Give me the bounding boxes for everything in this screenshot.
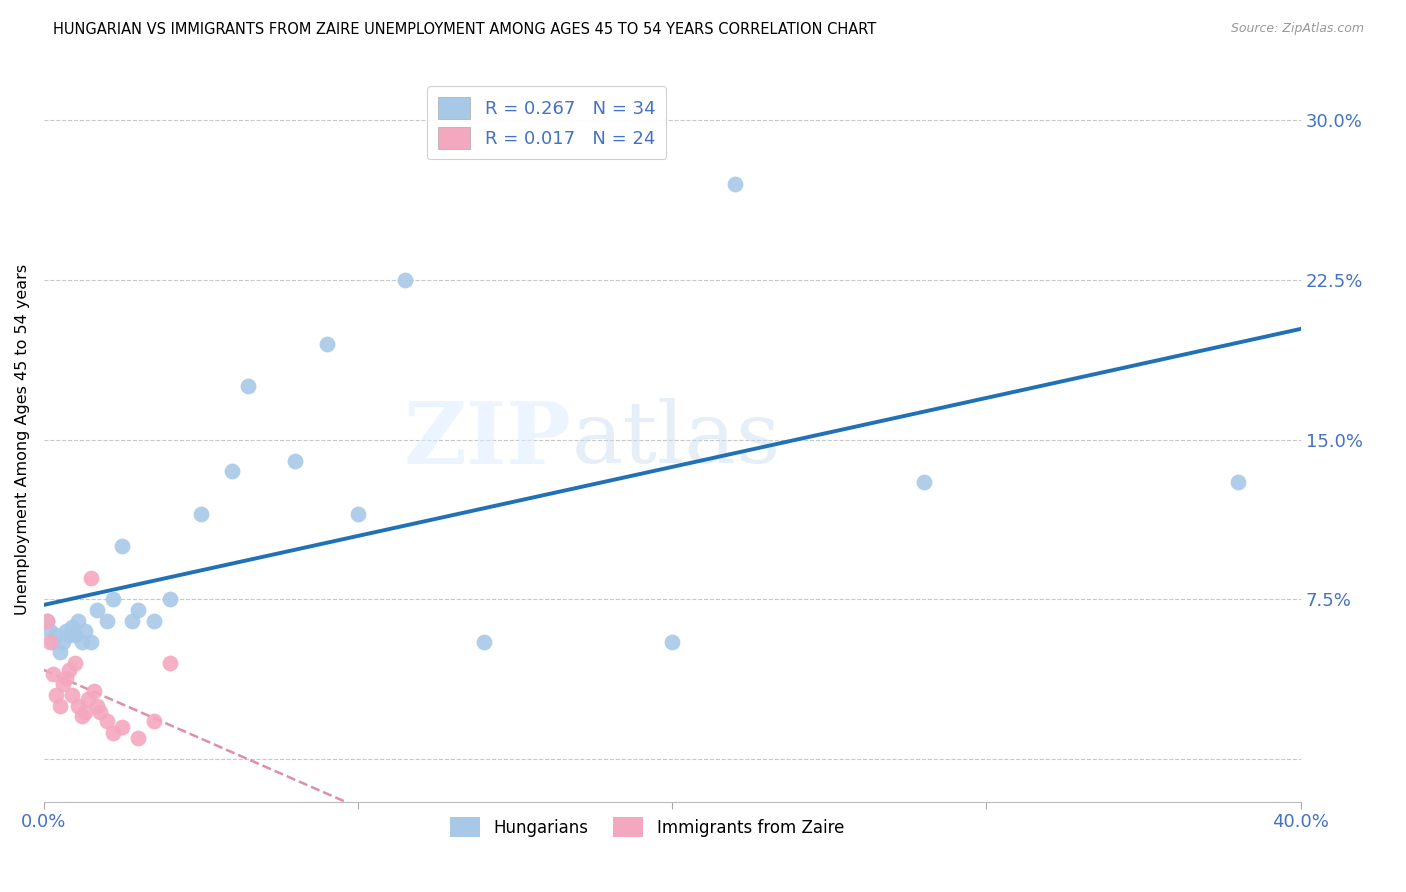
Point [89, 705, 111, 719]
Point [80, 571, 103, 585]
Point [35, 614, 58, 628]
Point [39, 635, 62, 649]
Point [96, 614, 118, 628]
Point [1226, 475, 1249, 489]
Point [73, 624, 96, 639]
Point [70, 709, 93, 723]
Point [315, 336, 337, 351]
Point [42, 666, 65, 681]
Point [58, 628, 80, 642]
Point [45, 628, 67, 642]
Point [190, 507, 212, 521]
Point [60, 620, 83, 634]
Point [35, 614, 58, 628]
Point [67, 614, 90, 628]
Point [65, 656, 87, 670]
Point [83, 683, 105, 698]
Point [58, 663, 80, 677]
Text: atlas: atlas [572, 398, 780, 481]
Point [159, 592, 181, 607]
Point [42, 635, 65, 649]
Point [661, 635, 683, 649]
Point [52, 635, 75, 649]
Point [127, 603, 149, 617]
Point [912, 475, 935, 489]
Point [221, 465, 243, 479]
Point [121, 614, 143, 628]
Text: HUNGARIAN VS IMMIGRANTS FROM ZAIRE UNEMPLOYMENT AMONG AGES 45 TO 54 YEARS CORREL: HUNGARIAN VS IMMIGRANTS FROM ZAIRE UNEMP… [53, 22, 877, 37]
Point [159, 656, 181, 670]
Point [77, 692, 100, 706]
Text: Source: ZipAtlas.com: Source: ZipAtlas.com [1230, 22, 1364, 36]
Point [347, 507, 370, 521]
Point [73, 705, 96, 719]
Point [52, 677, 75, 691]
Point [111, 539, 134, 553]
Point [55, 671, 77, 685]
Point [39, 624, 62, 639]
Point [60, 688, 83, 702]
Point [142, 714, 165, 728]
Point [48, 698, 70, 713]
Point [80, 635, 103, 649]
Point [86, 603, 108, 617]
Point [101, 726, 124, 740]
Point [394, 273, 416, 287]
Point [96, 714, 118, 728]
Point [472, 635, 495, 649]
Point [111, 720, 134, 734]
Point [67, 698, 90, 713]
Point [101, 592, 124, 607]
Point [70, 635, 93, 649]
Point [86, 698, 108, 713]
Point [142, 614, 165, 628]
Legend: Hungarians, Immigrants from Zaire: Hungarians, Immigrants from Zaire [443, 810, 851, 844]
Point [48, 645, 70, 659]
Point [45, 688, 67, 702]
Point [127, 731, 149, 745]
Point [724, 177, 747, 191]
Point [55, 624, 77, 639]
Point [284, 454, 307, 468]
Point [236, 379, 259, 393]
Point [65, 628, 87, 642]
Text: ZIP: ZIP [404, 398, 572, 482]
Y-axis label: Unemployment Among Ages 45 to 54 years: Unemployment Among Ages 45 to 54 years [15, 264, 30, 615]
